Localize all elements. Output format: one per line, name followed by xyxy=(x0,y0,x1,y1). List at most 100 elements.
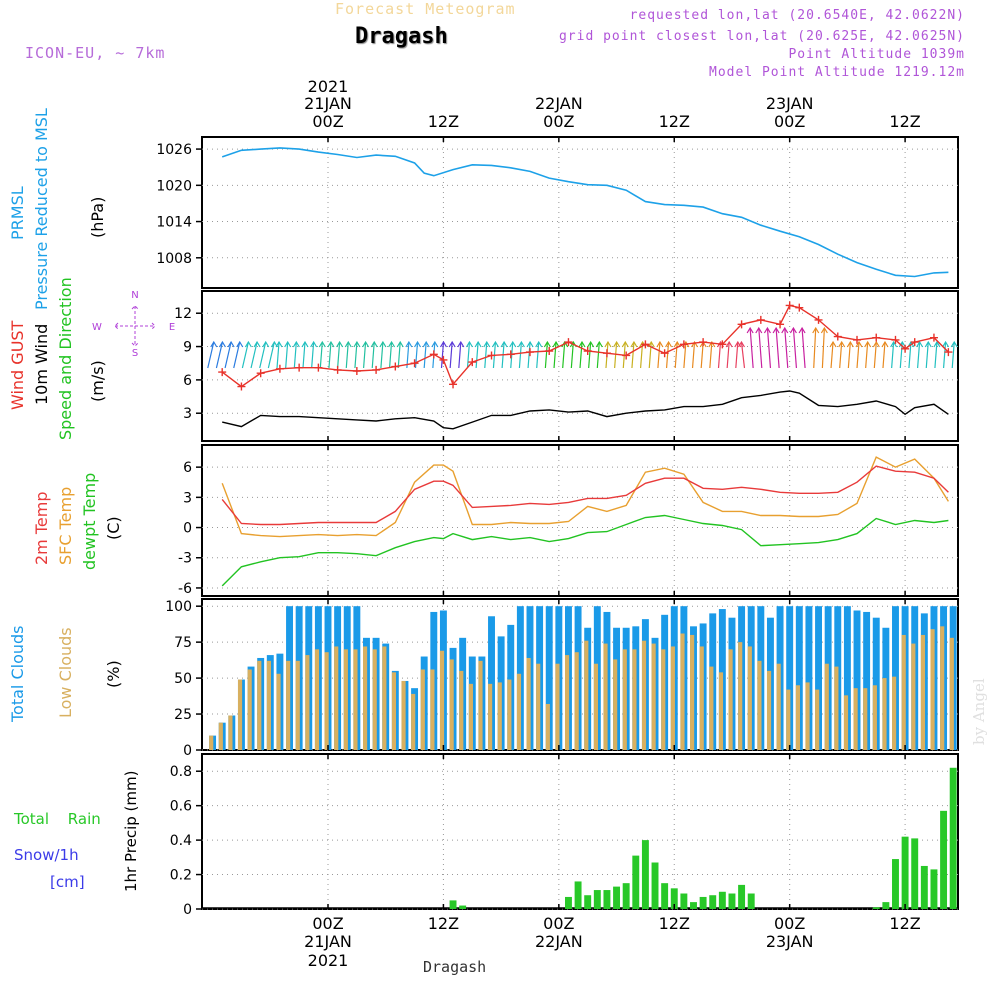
wind-arrow-head xyxy=(829,340,837,348)
wind-arrow-head xyxy=(474,340,482,348)
gust-point xyxy=(718,340,727,349)
gust-point xyxy=(756,315,765,324)
rain-bar xyxy=(872,907,880,909)
gust-point xyxy=(314,363,323,372)
total-clouds-label: Total Clouds xyxy=(8,625,27,723)
rain-bar xyxy=(738,884,746,909)
wind-arrow xyxy=(749,327,754,369)
wind-10m-label: 10m Wind xyxy=(32,323,51,405)
panel-frame xyxy=(201,444,959,597)
gust-point xyxy=(583,347,592,355)
rain-bar xyxy=(584,895,592,909)
y-tick-label: 9 xyxy=(183,340,192,356)
rain-bar xyxy=(699,896,707,909)
rain-bar xyxy=(882,902,890,909)
wind-arrow-head xyxy=(864,340,872,348)
wind-arrow xyxy=(544,341,548,369)
wind-arrow-head xyxy=(284,340,292,348)
low-cloud-bar xyxy=(237,679,243,750)
pressure-line xyxy=(221,147,949,278)
pressure-label-desc: Pressure Reduced to MSL xyxy=(32,108,51,310)
wind-arrow xyxy=(766,327,772,369)
chart-subtitle: Forecast Meteogram xyxy=(335,0,516,18)
wind-arrow-head xyxy=(950,340,958,348)
low-cloud-bar xyxy=(391,672,397,750)
top-date-label: 22JAN xyxy=(535,94,583,113)
total-cloud-bar xyxy=(545,606,553,750)
gust-point xyxy=(410,359,419,368)
low-cloud-bar xyxy=(209,735,214,750)
wind-arrow xyxy=(801,327,806,369)
wind-arrow-head xyxy=(789,326,797,334)
wind-arrow xyxy=(380,341,384,369)
wind-arrow-head xyxy=(422,340,430,348)
top-time-label: 00Z xyxy=(774,112,805,131)
wind-arrow-head xyxy=(552,340,560,348)
wind-arrow-head xyxy=(673,340,681,348)
gust-point xyxy=(929,333,938,342)
low-cloud-bar xyxy=(257,660,262,750)
total-rain-label: Total Rain xyxy=(14,810,101,828)
wind-arrow-head xyxy=(621,340,629,348)
gust-point xyxy=(429,350,438,359)
low-cloud-bar xyxy=(709,666,714,750)
wind-arrow-head xyxy=(708,340,716,348)
wind-arrow-head xyxy=(483,340,491,348)
bottom-year-label: 2021 xyxy=(308,951,349,970)
wind-arrow-head xyxy=(855,340,863,348)
wind-arrow-head xyxy=(370,340,378,348)
wind-arrow-head xyxy=(763,326,771,334)
wind-arrow-head xyxy=(517,340,525,348)
y-tick-label: 0 xyxy=(183,521,192,537)
wind-arrow xyxy=(683,341,687,369)
low-cloud-bar xyxy=(286,660,291,750)
gust-point xyxy=(439,355,448,364)
wind-arrow-head xyxy=(812,326,820,334)
wind-arrow-head xyxy=(457,340,465,348)
wind-arrow xyxy=(873,341,877,369)
wind-arrow xyxy=(328,341,332,369)
total-cloud-bar xyxy=(815,606,822,750)
low-clouds-label: Low Clouds xyxy=(56,627,75,718)
rain-bar xyxy=(747,893,755,909)
low-cloud-bar xyxy=(276,673,281,750)
y-tick-label: 6 xyxy=(183,460,192,476)
wind-arrow-head xyxy=(379,340,387,348)
low-cloud-bar xyxy=(843,695,849,750)
wind-arrow xyxy=(856,341,860,369)
wind-arrow xyxy=(709,341,713,369)
gust-point xyxy=(391,362,400,371)
wind-arrow-head xyxy=(526,340,534,348)
y-tick-label: 1008 xyxy=(156,251,192,267)
wind-arrow xyxy=(293,341,297,369)
dewpt-line xyxy=(221,514,949,587)
wind-arrow xyxy=(250,341,258,369)
wind-arrow xyxy=(518,341,523,369)
low-cloud-bar xyxy=(247,669,252,750)
rain-bar xyxy=(632,855,640,909)
wind-speed-dir-label: Speed and Direction xyxy=(56,277,75,440)
wind-arrow-head xyxy=(414,340,422,348)
rain-bar xyxy=(940,810,948,909)
panel-frame xyxy=(201,136,959,289)
wind-arrow xyxy=(388,341,393,369)
gust-point xyxy=(506,350,515,359)
rain-bar xyxy=(690,902,697,909)
wind-arrow-head xyxy=(362,340,370,348)
total-cloud-bar xyxy=(863,611,871,750)
wind-arrow xyxy=(830,341,834,369)
low-cloud-bar xyxy=(863,688,868,750)
wind-arrow-head xyxy=(327,340,335,348)
grid-point-location: grid point closest lon,lat (20.625E, 42.… xyxy=(558,29,965,44)
total-cloud-bar xyxy=(872,617,880,750)
bottom-time-label: 12Z xyxy=(889,914,920,933)
precip-unit: 1hr Precip (mm) xyxy=(122,770,140,892)
rain-bar xyxy=(670,888,678,909)
gust-point xyxy=(622,351,631,360)
wind-arrow xyxy=(285,341,289,369)
low-cloud-bar xyxy=(334,646,339,750)
wind-arrow xyxy=(536,341,540,369)
gust-point xyxy=(660,349,669,358)
wind-arrow xyxy=(570,341,574,369)
wind-arrow xyxy=(614,341,618,369)
